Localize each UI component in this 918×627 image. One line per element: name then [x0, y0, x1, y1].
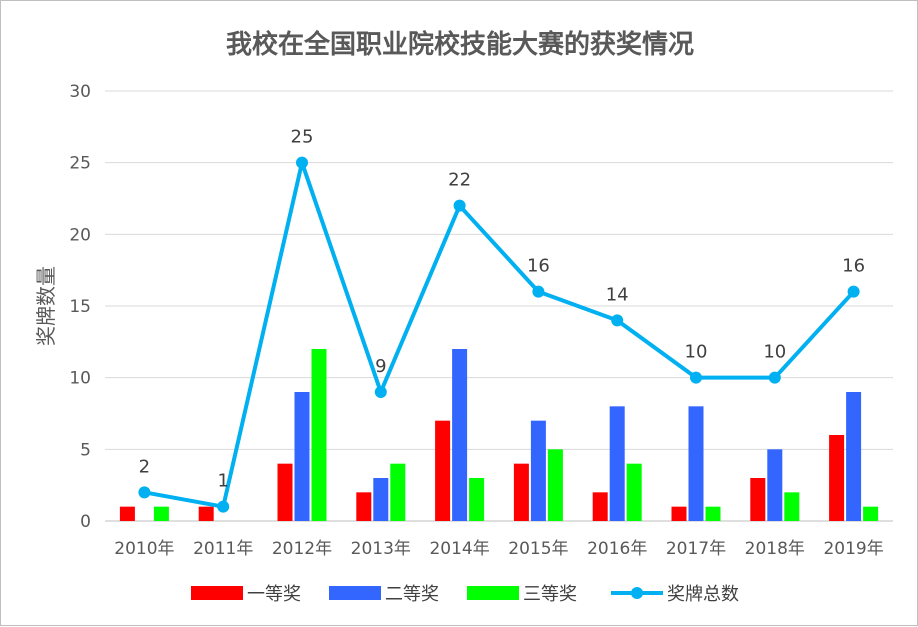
x-tick-label: 2015年 [508, 539, 568, 559]
y-tick-labels: 0 5 10 15 20 25 30 [69, 82, 91, 532]
total-point [217, 500, 230, 513]
bar-3 [547, 449, 563, 521]
x-tick-label: 2017年 [666, 539, 726, 559]
y-tick-label: 15 [69, 297, 91, 317]
x-tick-label: 2010年 [114, 539, 174, 559]
bar-3 [863, 506, 879, 521]
bar-2 [609, 406, 625, 521]
x-tick-label: 2014年 [429, 539, 489, 559]
y-tick-label: 5 [80, 440, 91, 460]
bar-2 [452, 349, 468, 521]
total-point [847, 285, 860, 298]
data-label: 10 [685, 342, 708, 363]
bar-3 [311, 349, 327, 521]
data-label: 1 [217, 471, 228, 492]
data-label: 10 [763, 342, 786, 363]
bar-1 [829, 435, 845, 521]
total-point [138, 486, 151, 499]
y-tick-label: 25 [69, 154, 91, 174]
total-point [453, 199, 466, 212]
bar-1 [119, 506, 135, 521]
y-axis-label: 奖牌数量 [34, 266, 58, 346]
legend-swatch-marker [631, 587, 643, 599]
legend-swatch [329, 586, 381, 600]
bar-1 [356, 492, 372, 521]
x-tick-label: 2019年 [823, 539, 883, 559]
bar-1 [435, 420, 451, 521]
x-tick-label: 2011年 [193, 539, 253, 559]
bar-3 [784, 492, 800, 521]
legend-label: 三等奖 [523, 584, 577, 605]
bar-3 [390, 463, 406, 521]
legend-label: 奖牌总数 [667, 584, 739, 605]
bar-3 [153, 506, 169, 521]
bar-3 [705, 506, 721, 521]
bar-1 [592, 492, 608, 521]
bar-1 [671, 506, 687, 521]
total-point [296, 156, 308, 169]
legend-swatch [467, 586, 519, 600]
legend-swatch [191, 586, 243, 600]
bar-2 [846, 392, 862, 521]
x-tick-label: 2018年 [745, 539, 805, 559]
x-tick-label: 2013年 [351, 539, 411, 559]
bar-1 [277, 463, 293, 521]
legend: 一等奖 二等奖 三等奖 奖牌总数 [191, 584, 739, 605]
total-point [690, 371, 702, 384]
data-label: 22 [448, 170, 471, 191]
bar-2 [767, 449, 783, 521]
bar-1 [513, 463, 529, 521]
bar-1 [198, 506, 214, 521]
bar-2 [530, 420, 546, 521]
legend-label: 一等奖 [247, 584, 301, 605]
data-labels: 2 1 25 9 22 16 14 10 10 16 [139, 127, 865, 492]
data-label: 16 [842, 256, 865, 277]
x-tick-label: 2016年 [587, 539, 647, 559]
data-label: 14 [606, 284, 629, 305]
bar-1 [750, 478, 766, 521]
total-point [611, 314, 624, 327]
total-line-path [144, 160, 856, 509]
y-tick-label: 10 [69, 369, 91, 389]
y-tick-label: 0 [80, 512, 91, 532]
bar-3 [626, 463, 642, 521]
bars [119, 349, 879, 521]
total-point [374, 386, 387, 398]
data-label: 25 [291, 127, 314, 148]
bar-2 [373, 478, 389, 521]
y-tick-label: 20 [69, 225, 91, 245]
x-tick-labels: 2010年 2011年 2012年 2013年 2014年 2015年 2016年 2017年… [114, 539, 883, 559]
bar-2 [294, 392, 310, 521]
chart-title: 我校在全国职业院校技能大赛的获奖情况 [226, 29, 694, 60]
x-tick-label: 2012年 [272, 539, 332, 559]
y-tick-label: 30 [69, 82, 91, 102]
legend-label: 二等奖 [385, 584, 439, 605]
bar-3 [469, 478, 485, 521]
data-label: 9 [375, 356, 386, 377]
total-point [532, 285, 545, 298]
data-label: 16 [527, 256, 550, 277]
bar-2 [688, 406, 704, 521]
data-label: 2 [139, 456, 150, 477]
total-line [138, 156, 860, 513]
total-point [768, 371, 781, 384]
